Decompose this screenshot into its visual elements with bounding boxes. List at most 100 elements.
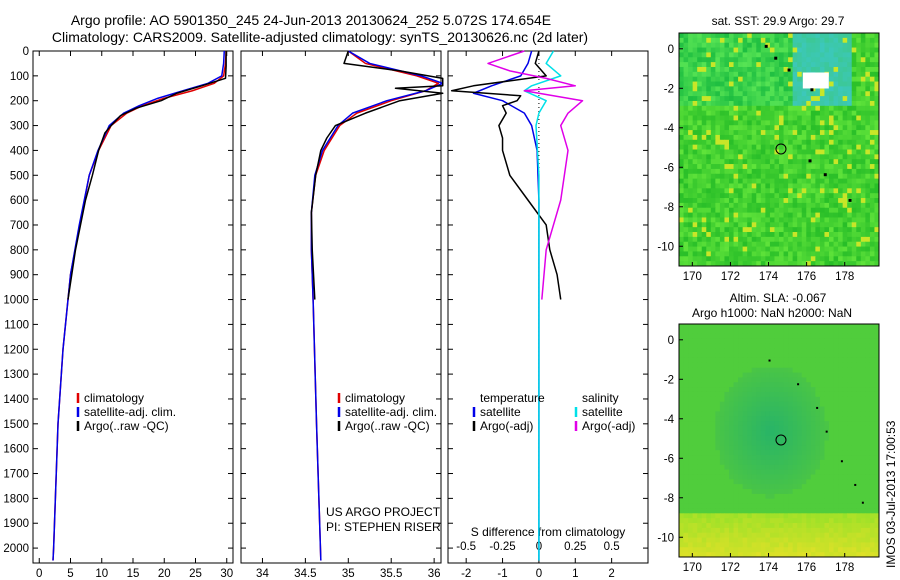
map-title: Altim. SLA: -0.067	[730, 291, 827, 305]
heatmap-cell	[719, 357, 725, 364]
heatmap-cell	[801, 144, 807, 150]
heatmap-cell	[706, 125, 712, 131]
heatmap-cell	[701, 115, 707, 121]
heatmap-cell	[719, 387, 725, 393]
heatmap-cell	[810, 324, 816, 330]
heatmap-cell	[838, 503, 844, 509]
heatmap-cell	[792, 149, 798, 155]
heatmap-cell	[688, 212, 694, 218]
heatmap-cell	[847, 391, 853, 398]
heatmap-cell	[819, 459, 825, 466]
heatmap-cell	[679, 207, 685, 214]
heatmap-cell	[774, 86, 780, 92]
heatmap-cell	[697, 479, 703, 485]
heatmap-cell	[701, 479, 707, 485]
heatmap-cell	[692, 96, 698, 102]
heatmap-cell	[829, 333, 835, 340]
heatmap-cell	[692, 232, 698, 238]
heatmap-cell	[774, 377, 780, 383]
heatmap-cell	[692, 493, 698, 500]
heatmap-cell	[783, 110, 789, 117]
heatmap-cell	[856, 164, 862, 170]
heatmap-cell	[710, 188, 716, 194]
heatmap-cell	[706, 396, 712, 403]
heatmap-cell	[810, 542, 816, 548]
heatmap-cell	[865, 154, 871, 160]
heatmap-cell	[860, 120, 866, 126]
heatmap-cell	[851, 421, 857, 427]
heatmap-cell	[779, 362, 785, 369]
heatmap-cell	[733, 387, 739, 393]
heatmap-cell	[856, 377, 862, 383]
heatmap-cell	[788, 382, 794, 388]
heatmap-cell	[806, 183, 812, 189]
heatmap-cell	[774, 159, 780, 165]
heatmap-cell	[874, 168, 880, 175]
heatmap-cell	[692, 440, 698, 446]
heatmap-cell	[847, 207, 853, 214]
heatmap-cell	[856, 96, 862, 102]
heatmap-cell	[751, 464, 757, 471]
heatmap-cell	[760, 100, 766, 107]
heatmap-cell	[824, 217, 830, 223]
heatmap-cell	[851, 479, 857, 485]
heatmap-cell	[729, 411, 735, 417]
heatmap-cell	[756, 479, 762, 485]
heatmap-cell	[697, 343, 703, 349]
heatmap-cell	[829, 435, 835, 441]
heatmap-cell	[719, 241, 725, 248]
plot-frame	[447, 50, 649, 564]
heatmap-cell	[810, 464, 816, 471]
heatmap-cell	[724, 86, 730, 92]
heatmap-cell	[724, 125, 730, 131]
heatmap-cell	[824, 372, 830, 378]
heatmap-cell	[783, 62, 789, 68]
heatmap-cell	[724, 188, 730, 194]
heatmap-cell	[733, 343, 739, 349]
heatmap-cell	[824, 489, 830, 495]
heatmap-cell	[792, 537, 798, 543]
heatmap-cell	[851, 212, 857, 218]
heatmap-cell	[760, 455, 766, 461]
heatmap-cell	[733, 198, 739, 204]
heatmap-cell	[729, 372, 735, 378]
heatmap-cell	[824, 430, 830, 437]
island-dot	[816, 406, 819, 409]
heatmap-cell	[838, 479, 844, 485]
heatmap-cell	[710, 552, 716, 558]
heatmap-cell	[715, 464, 721, 471]
heatmap-cell	[851, 469, 857, 475]
heatmap-cell	[824, 421, 830, 427]
heatmap-cell	[760, 425, 766, 432]
heatmap-cell	[742, 115, 748, 121]
heatmap-cell	[751, 173, 757, 180]
heatmap-cell	[815, 57, 821, 63]
heatmap-cell	[751, 139, 757, 146]
heatmap-cell	[779, 37, 785, 44]
heatmap-cell	[847, 47, 853, 53]
heatmap-cell	[747, 338, 753, 344]
heatmap-cell	[688, 338, 694, 344]
heatmap-cell	[856, 91, 862, 97]
heatmap-cell	[679, 76, 685, 83]
heatmap-cell	[683, 421, 689, 427]
heatmap-cell	[679, 411, 685, 417]
heatmap-cell	[747, 134, 753, 141]
heatmap-cell	[756, 489, 762, 495]
heatmap-cell	[842, 542, 848, 548]
heatmap-cell	[710, 193, 716, 199]
heatmap-cell	[842, 62, 848, 68]
heatmap-cell	[842, 440, 848, 446]
heatmap-cell	[824, 62, 830, 68]
heatmap-cell	[869, 198, 875, 204]
heatmap-cell	[815, 168, 821, 175]
heatmap-cell	[806, 493, 812, 500]
heatmap-cell	[756, 532, 762, 539]
heatmap-cell	[729, 193, 735, 199]
heatmap-cell	[838, 168, 844, 175]
heatmap-cell	[801, 469, 807, 475]
heatmap-cell	[783, 227, 789, 233]
heatmap-cell	[701, 154, 707, 160]
heatmap-cell	[710, 508, 716, 514]
heatmap-cell	[801, 217, 807, 223]
